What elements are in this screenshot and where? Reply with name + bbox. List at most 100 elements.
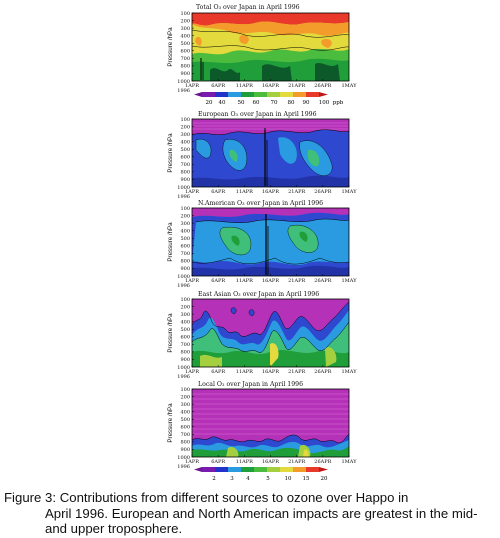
caption-continuation: April 1996. European and North American … <box>45 505 478 537</box>
colorbar-tick: 3 <box>230 476 234 482</box>
panel-european-o3: European O₃ over Japan in April 1996 <box>191 111 350 188</box>
x-year-label: 1996 <box>177 88 190 94</box>
y-tick-label: 400 <box>180 228 190 234</box>
x-tick-label: 1MAY <box>341 278 357 284</box>
caption-line-1: Figure 3: Contributions from different s… <box>4 490 409 505</box>
colorbar-tick: 100 <box>319 100 330 106</box>
panel-eastasian-o3: East Asian O₃ over Japan in April 1996 <box>191 291 350 368</box>
y-tick-label: 1000 <box>177 274 190 280</box>
y-tick-label: 300 <box>180 132 190 138</box>
x-tick-label: 6APR <box>211 83 225 89</box>
colorbar-tick: 20 <box>206 100 213 106</box>
y-tick-label: 100 <box>180 297 190 303</box>
panel-title: Local O₃ over Japan in April 1996 <box>198 381 303 388</box>
y-tick-label: 600 <box>180 425 190 431</box>
colorbar-tick: 60 <box>253 100 260 106</box>
panel-local-o3: Local O₃ over Japan in April 1996 <box>191 381 350 482</box>
y-tick-label: 100 <box>180 117 190 123</box>
y-axis-label: Pressure /hPa <box>167 27 174 67</box>
x-tick-label: 16APR <box>262 459 279 465</box>
x-tick-label: 6APR <box>211 278 225 284</box>
y-tick-label: 500 <box>180 327 190 333</box>
y-tick-label: 800 <box>180 170 190 176</box>
y-tick-label: 400 <box>180 139 190 145</box>
y-tick-label: 900 <box>180 447 190 453</box>
x-tick-label: 6APR <box>211 369 225 375</box>
x-tick-label: 1APR <box>185 369 199 375</box>
colorbar-unit: ppb <box>333 100 344 106</box>
x-year-label: 1996 <box>177 374 190 380</box>
x-tick-label: 1APR <box>185 459 199 465</box>
x-tick-label: 21APR <box>288 459 305 465</box>
x-tick-label: 26APR <box>314 278 331 284</box>
x-tick-label: 1MAY <box>341 189 357 195</box>
x-tick-label: 11APR <box>236 189 253 195</box>
y-axis-label: Pressure /hPa <box>167 313 174 353</box>
x-tick-label: 11APR <box>236 369 253 375</box>
y-tick-label: 300 <box>180 402 190 408</box>
colorbar-tick: 10 <box>285 476 292 482</box>
y-tick-label: 200 <box>180 394 190 400</box>
y-tick-label: 500 <box>180 41 190 47</box>
x-tick-label: 26APR <box>314 369 331 375</box>
y-tick-label: 300 <box>180 312 190 318</box>
colorbar-tick: 70 <box>271 100 278 106</box>
y-tick-label: 700 <box>180 56 190 62</box>
y-tick-label: 800 <box>180 64 190 70</box>
y-tick-label: 500 <box>180 236 190 242</box>
colorbar-tick: 4 <box>246 476 250 482</box>
y-tick-label: 200 <box>180 213 190 219</box>
x-tick-label: 21APR <box>288 83 305 89</box>
y-tick-label: 400 <box>180 409 190 415</box>
x-tick-label: 6APR <box>211 459 225 465</box>
y-tick-label: 700 <box>180 432 190 438</box>
x-tick-label: 1MAY <box>341 369 357 375</box>
y-axis-label: Pressure /hPa <box>167 222 174 262</box>
x-tick-label: 26APR <box>314 83 331 89</box>
y-tick-label: 400 <box>180 33 190 39</box>
x-tick-label: 21APR <box>288 278 305 284</box>
x-tick-label: 6APR <box>211 189 225 195</box>
y-tick-label: 100 <box>180 11 190 17</box>
panel-title: Total O₃ over Japan in April 1996 <box>196 4 300 11</box>
y-tick-label: 300 <box>180 26 190 32</box>
y-tick-label: 100 <box>180 387 190 393</box>
x-tick-label: 16APR <box>262 83 279 89</box>
y-tick-label: 700 <box>180 251 190 257</box>
y-tick-label: 1000 <box>177 455 190 461</box>
colorbar-tick: 5 <box>266 476 270 482</box>
y-tick-label: 900 <box>180 266 190 272</box>
y-tick-label: 600 <box>180 155 190 161</box>
x-tick-label: 1APR <box>185 189 199 195</box>
y-tick-label: 900 <box>180 357 190 363</box>
y-tick-label: 1000 <box>177 185 190 191</box>
colorbar-tick: 15 <box>303 476 310 482</box>
y-tick-label: 900 <box>180 177 190 183</box>
y-tick-label: 500 <box>180 417 190 423</box>
y-tick-label: 400 <box>180 319 190 325</box>
y-tick-label: 500 <box>180 147 190 153</box>
colorbar-tick: 2 <box>212 476 216 482</box>
x-tick-label: 16APR <box>262 369 279 375</box>
y-tick-label: 200 <box>180 18 190 24</box>
figure-caption: Figure 3: Contributions from different s… <box>4 490 496 537</box>
y-tick-label: 200 <box>180 304 190 310</box>
y-tick-label: 100 <box>180 206 190 212</box>
y-tick-label: 300 <box>180 221 190 227</box>
x-tick-label: 16APR <box>262 189 279 195</box>
x-year-label: 1996 <box>177 194 190 200</box>
x-year-label: 1996 <box>177 283 190 289</box>
y-tick-label: 900 <box>180 71 190 77</box>
y-tick-label: 800 <box>180 259 190 265</box>
panel-total-o3: Total O₃ over Japan in April 1996 <box>191 4 350 106</box>
y-tick-label: 200 <box>180 124 190 130</box>
colorbar-total: 20 40 50 60 70 80 90 100 ppb <box>194 92 344 106</box>
y-tick-label: 600 <box>180 244 190 250</box>
x-tick-label: 11APR <box>236 278 253 284</box>
